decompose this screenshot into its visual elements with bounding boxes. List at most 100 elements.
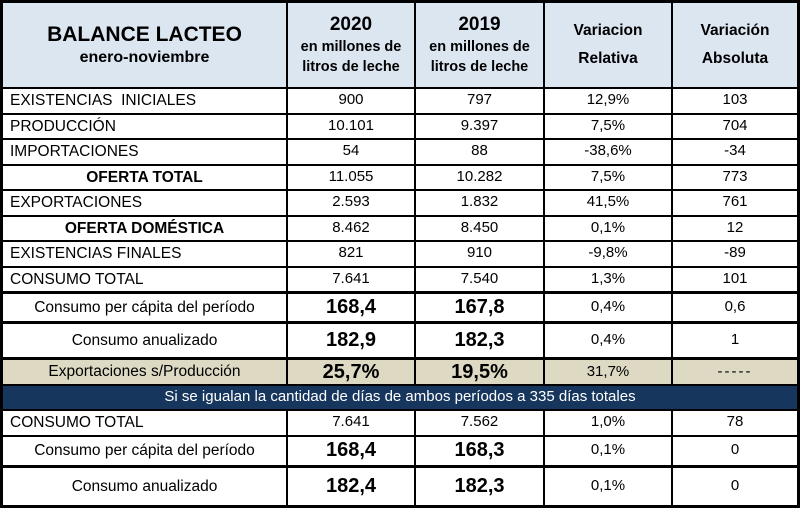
value-2019-cell: 168,3 — [414, 436, 543, 465]
table-row: CONSUMO TOTAL 7.641 7.562 1,0% 78 — [3, 409, 797, 435]
header-2019-year: 2019 — [458, 14, 501, 36]
variacion-absoluta-cell: 761 — [671, 191, 797, 215]
variacion-absoluta-cell: -34 — [671, 140, 797, 164]
header-variacion-absoluta-line2: Absoluta — [701, 49, 769, 67]
header-variacion-relativa-line2: Relativa — [578, 49, 638, 67]
variacion-absoluta-cell: ----- — [671, 360, 797, 384]
header-variacion-absoluta-cell: Variación Absoluta — [671, 3, 797, 87]
row-label-cell: IMPORTACIONES — [10, 143, 139, 161]
header-variacion-relativa-line1: Variacion — [573, 22, 643, 40]
variacion-absoluta-cell: 12 — [671, 216, 797, 240]
value-2019-cell: 19,5% — [414, 360, 543, 384]
variacion-relativa-cell: 0,4% — [543, 294, 671, 321]
variacion-absoluta-cell: 0 — [671, 467, 797, 505]
variacion-relativa-cell: 1,0% — [543, 411, 671, 435]
table-row: Consumo anualizado 182,9 182,3 0,4% 1 — [3, 321, 797, 357]
variacion-absoluta-cell: 704 — [671, 114, 797, 138]
variacion-relativa-cell: 31,7% — [543, 360, 671, 384]
table-row: Consumo per cápita del período 168,4 168,3… — [3, 434, 797, 465]
variacion-absoluta-cell: 0 — [671, 436, 797, 465]
value-2019-cell: 7.540 — [414, 267, 543, 291]
variacion-relativa-cell: 0,1% — [543, 436, 671, 465]
variacion-relativa-cell: 41,5% — [543, 191, 671, 215]
value-2020-cell: 2.593 — [286, 191, 414, 215]
header-2019-unit-line1: en millones de — [429, 39, 530, 56]
value-2019-cell: 9.397 — [414, 114, 543, 138]
table-row: Consumo anualizado 182,4 182,3 0,1% 0 — [3, 464, 797, 505]
row-label-cell: Consumo per cápita del período — [34, 298, 255, 316]
row-label-cell: OFERTA TOTAL — [86, 168, 203, 186]
row-label-cell: EXPORTACIONES — [10, 194, 143, 212]
row-label-cell: EXISTENCIAS FINALES — [10, 245, 182, 263]
header-2020-year: 2020 — [329, 14, 373, 36]
variacion-absoluta-cell: -89 — [671, 242, 797, 266]
value-2020-cell: 8.462 — [286, 216, 414, 240]
variacion-relativa-cell: 0,4% — [543, 324, 671, 357]
header-2019-unit-line2: litros de leche — [430, 58, 529, 75]
value-2020-cell: 11.055 — [286, 165, 414, 189]
value-2020-cell: 54 — [286, 140, 414, 164]
table-header-row: BALANCE LACTEO enero-noviembre 2020 en m… — [3, 3, 797, 87]
variacion-relativa-cell: 7,5% — [543, 114, 671, 138]
variacion-absoluta-cell: 1 — [671, 324, 797, 357]
value-2020-cell: 7.641 — [286, 411, 414, 435]
section-band-label: Si se igualan la cantidad de días de amb… — [164, 388, 636, 406]
value-2020-cell: 821 — [286, 242, 414, 266]
value-2019-cell: 88 — [414, 140, 543, 164]
header-2020-unit-line2: litros de leche — [302, 58, 400, 75]
table-row: OFERTA DOMÉSTICA 8.462 8.450 0,1% 12 — [3, 214, 797, 240]
row-label-cell: Exportaciones s/Producción — [3, 360, 286, 384]
header-2020-unit-line1: en millones de — [300, 39, 402, 56]
variacion-relativa-cell: -38,6% — [543, 140, 671, 164]
variacion-absoluta-cell: 101 — [671, 267, 797, 291]
table-row: EXISTENCIAS FINALES 821 910 -9,8% -89 — [3, 240, 797, 266]
value-2019-cell: 8.450 — [414, 216, 543, 240]
value-2020-cell: 168,4 — [286, 436, 414, 465]
table-row: OFERTA TOTAL 11.055 10.282 7,5% 773 — [3, 163, 797, 189]
variacion-relativa-cell: 0,1% — [543, 467, 671, 505]
value-2020-cell: 182,4 — [286, 467, 414, 505]
header-2020-cell: 2020 en millones de litros de leche — [286, 3, 414, 87]
variacion-absoluta-cell: 103 — [671, 89, 797, 113]
variacion-relativa-cell: 0,1% — [543, 216, 671, 240]
value-2019-cell: 910 — [414, 242, 543, 266]
variacion-absoluta-cell: 773 — [671, 165, 797, 189]
variacion-relativa-cell: 12,9% — [543, 89, 671, 113]
row-label-cell: Consumo anualizado — [71, 477, 218, 495]
value-2019-cell: 182,3 — [414, 324, 543, 357]
table-row: EXPORTACIONES 2.593 1.832 41,5% 761 — [3, 189, 797, 215]
value-2020-cell: 7.641 — [286, 267, 414, 291]
value-2020-cell: 25,7% — [286, 360, 414, 384]
row-label-cell: CONSUMO TOTAL — [10, 270, 144, 288]
row-label-cell: Consumo anualizado — [71, 331, 218, 349]
table-subtitle: enero-noviembre — [79, 48, 210, 66]
section-band-row: Si se igualan la cantidad de días de amb… — [3, 384, 797, 409]
value-2020-cell: 168,4 — [286, 294, 414, 321]
header-variacion-relativa-cell: Variacion Relativa — [543, 3, 671, 87]
table-row: Consumo per cápita del período 168,4 167,8… — [3, 291, 797, 321]
value-2019-cell: 167,8 — [414, 294, 543, 321]
row-label-cell: CONSUMO TOTAL — [10, 414, 144, 432]
table-row: Exportaciones s/Producción 25,7% 19,5% 31,7… — [3, 357, 797, 384]
value-2019-cell: 797 — [414, 89, 543, 113]
header-title-cell: BALANCE LACTEO enero-noviembre — [3, 3, 286, 87]
table-row: CONSUMO TOTAL 7.641 7.540 1,3% 101 — [3, 265, 797, 291]
variacion-relativa-cell: -9,8% — [543, 242, 671, 266]
header-2019-cell: 2019 en millones de litros de leche — [414, 3, 543, 87]
table-title: BALANCE LACTEO — [47, 22, 242, 46]
row-label-cell: PRODUCCIÓN — [10, 117, 116, 135]
value-2019-cell: 182,3 — [414, 467, 543, 505]
row-label-cell: OFERTA DOMÉSTICA — [64, 219, 225, 237]
table-row: PRODUCCIÓN 10.101 9.397 7,5% 704 — [3, 112, 797, 138]
table-row: EXISTENCIAS INICIALES 900 797 12,9% 103 — [3, 87, 797, 113]
value-2020-cell: 900 — [286, 89, 414, 113]
value-2020-cell: 182,9 — [286, 324, 414, 357]
header-variacion-absoluta-line1: Variación — [700, 22, 770, 40]
variacion-absoluta-cell: 78 — [671, 411, 797, 435]
value-2020-cell: 10.101 — [286, 114, 414, 138]
row-label-cell: EXISTENCIAS INICIALES — [10, 92, 197, 110]
variacion-relativa-cell: 7,5% — [543, 165, 671, 189]
value-2019-cell: 7.562 — [414, 411, 543, 435]
variacion-relativa-cell: 1,3% — [543, 267, 671, 291]
